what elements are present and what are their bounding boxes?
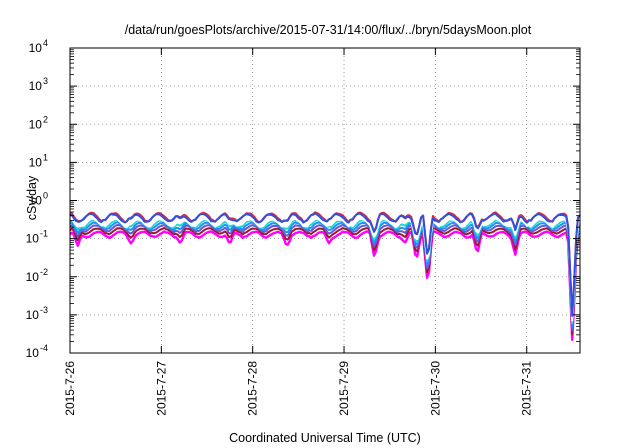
chart-title: /data/run/goesPlots/archive/2015-07-31/1… <box>125 23 532 37</box>
series-line <box>69 212 581 317</box>
series-lines <box>69 211 581 341</box>
x-axis-label: Coordinated Universal Time (UTC) <box>229 431 421 445</box>
y-tick-label: 10-1 <box>26 229 48 246</box>
x-tick-label: 2015-7-30 <box>428 361 442 416</box>
x-tick-label: 2015-7-29 <box>337 361 351 416</box>
y-tick-label: 10-3 <box>26 305 48 322</box>
y-tick-label: 101 <box>29 152 48 169</box>
gridlines <box>70 48 580 353</box>
series-line <box>69 226 580 336</box>
series-line <box>69 230 581 341</box>
x-axis: 2015-7-26 2015-7-27 2015-7-28 2015-7-29 2015… <box>63 48 534 416</box>
x-tick-label: 2015-7-26 <box>63 361 77 416</box>
series-line <box>69 223 581 332</box>
x-tick-label: 2015-7-27 <box>154 361 168 416</box>
series-line <box>69 221 581 328</box>
y-tick-label: 102 <box>29 114 48 131</box>
x-tick-label: 2015-7-31 <box>520 361 534 416</box>
y-tick-label: 103 <box>29 76 48 93</box>
y-tick-label: 10-4 <box>26 343 48 360</box>
series-line <box>69 217 581 322</box>
x-tick-label: 2015-7-28 <box>246 361 260 416</box>
y-axis-label: cSv/day <box>25 175 39 220</box>
y-tick-label: 10-2 <box>26 267 48 284</box>
y-tick-label: 104 <box>29 38 48 55</box>
